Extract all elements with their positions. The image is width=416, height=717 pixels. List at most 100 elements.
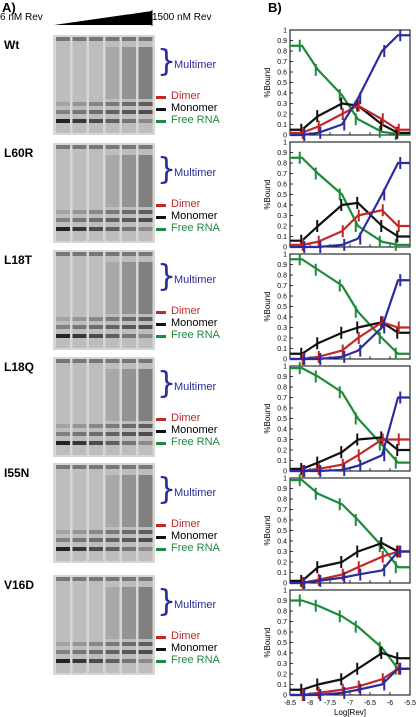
dimer-legend-label: Dimer [171, 518, 201, 530]
multimer-label: Multimer [174, 167, 217, 179]
y-tick-label: 0.7 [277, 171, 287, 178]
y-tick-label: 0.4 [277, 203, 287, 210]
dimer-legend-label: Dimer [171, 198, 201, 210]
plot-4: 0 0.1 0.2 0.3 0.4 0.5 0.6 0.7 0.8 0.9 1 %Bound [263, 474, 411, 589]
y-tick-label: 0.2 [277, 672, 287, 679]
multimer-brace-icon: } [157, 259, 177, 294]
plot-frame [289, 589, 411, 696]
free-legend-swatch [156, 335, 166, 338]
y-tick-label: 0.1 [277, 682, 287, 689]
y-tick-label: 1 [283, 28, 287, 35]
y-tick-label: 0 [283, 245, 287, 252]
plot-1: 0 0.1 0.2 0.3 0.4 0.5 0.6 0.7 0.8 0.9 1 %Bound [263, 140, 411, 253]
multimer-label: Multimer [174, 274, 217, 286]
y-tick-label: 0.1 [277, 458, 287, 465]
monomer-legend-label: Monomer [171, 102, 218, 114]
y-tick-label: 1 [283, 252, 287, 259]
dimer-legend-label: Dimer [171, 630, 201, 642]
y-tick-label: 0.9 [277, 150, 287, 157]
x-tick-label: -6 [387, 700, 393, 707]
gel-image [53, 250, 155, 350]
multimer-brace-icon: } [157, 44, 177, 79]
y-tick-label: 0.5 [277, 304, 287, 311]
y-tick-label: 0 [283, 357, 287, 364]
free-legend-label: Free RNA [171, 222, 220, 234]
y-tick-label: 0.9 [277, 486, 287, 493]
y-tick-label: 1 [283, 140, 287, 147]
y-tick-label: 0.2 [277, 448, 287, 455]
monomer-legend-label: Monomer [171, 424, 218, 436]
y-tick-label: 0.1 [277, 122, 287, 129]
plot-3: 0 0.1 0.2 0.3 0.4 0.5 0.6 0.7 0.8 0.9 1 %Bound [263, 362, 411, 477]
y-tick-label: 0.9 [277, 374, 287, 381]
monomer-legend-label: Monomer [171, 642, 218, 654]
monomer-legend-swatch [156, 216, 166, 219]
dimer-legend-label: Dimer [171, 305, 201, 317]
monomer-fit-line [290, 201, 410, 242]
y-tick-label: 1 [283, 588, 287, 595]
dimer-legend-swatch [156, 96, 166, 99]
panel-a-label: A) [2, 0, 16, 15]
free-legend-swatch [156, 660, 166, 663]
y-tick-label: 0 [283, 133, 287, 140]
x-tick-label: -8 [307, 700, 313, 707]
y-tick-label: 0.5 [277, 80, 287, 87]
multimer-label: Multimer [174, 487, 217, 499]
monomer-legend-swatch [156, 430, 166, 433]
y-axis-label: %Bound [263, 291, 272, 321]
y-tick-label: 0.8 [277, 385, 287, 392]
y-tick-label: 0.3 [277, 661, 287, 668]
monomer-legend-swatch [156, 648, 166, 651]
y-tick-label: 0.3 [277, 437, 287, 444]
dimer-legend-swatch [156, 311, 166, 314]
dimer-legend-swatch [156, 636, 166, 639]
multimer-label: Multimer [174, 381, 217, 393]
low-concentration-label: 6 nM Rev [0, 12, 43, 23]
y-tick-label: 0.7 [277, 619, 287, 626]
gel-image [53, 463, 155, 563]
dimer-legend-swatch [156, 204, 166, 207]
monomer-legend-label: Monomer [171, 210, 218, 222]
sample-label: I55N [4, 466, 30, 480]
y-axis-label: %Bound [263, 403, 272, 433]
y-tick-label: 0.4 [277, 315, 287, 322]
monomer-legend-swatch [156, 536, 166, 539]
y-tick-label: 0.3 [277, 213, 287, 220]
y-tick-label: 0.8 [277, 273, 287, 280]
y-tick-label: 0.8 [277, 609, 287, 616]
y-tick-label: 0.4 [277, 91, 287, 98]
sample-label: L18Q [4, 360, 35, 374]
panel-b-label: B) [268, 0, 282, 15]
high-concentration-label: 1500 nM Rev [152, 12, 212, 23]
free-legend-label: Free RNA [171, 436, 220, 448]
y-tick-label: 0.2 [277, 112, 287, 119]
y-tick-label: 0 [283, 469, 287, 476]
y-tick-label: 0.7 [277, 395, 287, 402]
y-tick-label: 0.7 [277, 59, 287, 66]
monomer-fit-line [290, 321, 410, 355]
y-tick-label: 0.6 [277, 630, 287, 637]
multimer-brace-icon: } [157, 584, 177, 619]
y-tick-label: 0.1 [277, 570, 287, 577]
y-tick-label: 0 [283, 581, 287, 588]
dimer-legend-label: Dimer [171, 412, 201, 424]
x-tick-label: -8.5 [284, 700, 296, 707]
sample-label: V16D [4, 578, 35, 592]
y-tick-label: 0.5 [277, 640, 287, 647]
y-axis-label: %Bound [263, 179, 272, 209]
plot-2: 0 0.1 0.2 0.3 0.4 0.5 0.6 0.7 0.8 0.9 1 %Bound [263, 252, 411, 365]
gel-image [53, 575, 155, 675]
y-tick-label: 0.4 [277, 651, 287, 658]
y-tick-label: 0 [283, 693, 287, 700]
free-legend-swatch [156, 548, 166, 551]
y-tick-label: 0.6 [277, 518, 287, 525]
multimer-brace-icon: } [157, 472, 177, 507]
monomer-legend-swatch [156, 108, 166, 111]
plot-5: 0 0.1 0.2 0.3 0.4 0.5 0.6 0.7 0.8 0.9 1 %Bound [263, 588, 411, 701]
sample-label: L18T [4, 253, 33, 267]
multimer-brace-icon: } [157, 366, 177, 401]
concentration-wedge [54, 10, 153, 26]
plot-0: 0 0.1 0.2 0.3 0.4 0.5 0.6 0.7 0.8 0.9 1 %Bound [263, 28, 411, 141]
y-tick-label: 1 [283, 364, 287, 371]
